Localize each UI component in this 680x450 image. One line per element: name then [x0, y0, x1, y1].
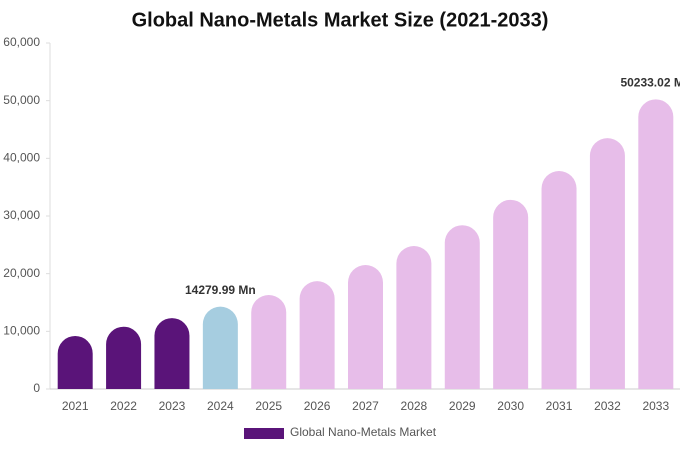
x-tick-label: 2026 — [304, 399, 331, 413]
legend-label: Global Nano-Metals Market — [290, 425, 437, 439]
bar — [493, 199, 529, 389]
x-tick-label: 2023 — [159, 399, 186, 413]
x-tick-label: 2025 — [255, 399, 282, 413]
bar — [299, 281, 335, 389]
y-tick-label: 60,000 — [3, 35, 40, 49]
data-label: 14279.99 Mn — [185, 283, 256, 297]
x-tick-label: 2027 — [352, 399, 379, 413]
y-tick-label: 10,000 — [3, 324, 40, 338]
x-tick-label: 2028 — [401, 399, 428, 413]
y-tick-label: 30,000 — [3, 208, 40, 222]
x-tick-label: 2022 — [110, 399, 137, 413]
x-tick-label: 2021 — [62, 399, 89, 413]
x-tick-label: 2024 — [207, 399, 234, 413]
x-tick-label: 2033 — [642, 399, 669, 413]
bar — [251, 295, 287, 389]
x-tick-label: 2029 — [449, 399, 476, 413]
bar — [106, 326, 142, 389]
bar — [638, 99, 674, 389]
y-tick-label: 50,000 — [3, 93, 40, 107]
bar — [202, 306, 238, 389]
x-tick-label: 2031 — [546, 399, 573, 413]
data-label: 50233.02 Mn — [620, 75, 680, 89]
y-tick-label: 40,000 — [3, 151, 40, 165]
chart-title: Global Nano-Metals Market Size (2021-203… — [132, 9, 549, 31]
bar — [589, 138, 625, 389]
x-tick-label: 2030 — [497, 399, 524, 413]
bar — [348, 265, 383, 389]
x-tick-label: 2032 — [594, 399, 621, 413]
bar — [541, 171, 577, 389]
bar — [57, 335, 93, 389]
y-tick-label: 0 — [33, 381, 40, 395]
bar — [154, 318, 190, 389]
y-tick-label: 20,000 — [3, 266, 40, 280]
bar — [444, 225, 480, 389]
legend-swatch — [244, 428, 284, 439]
bar — [396, 245, 432, 389]
